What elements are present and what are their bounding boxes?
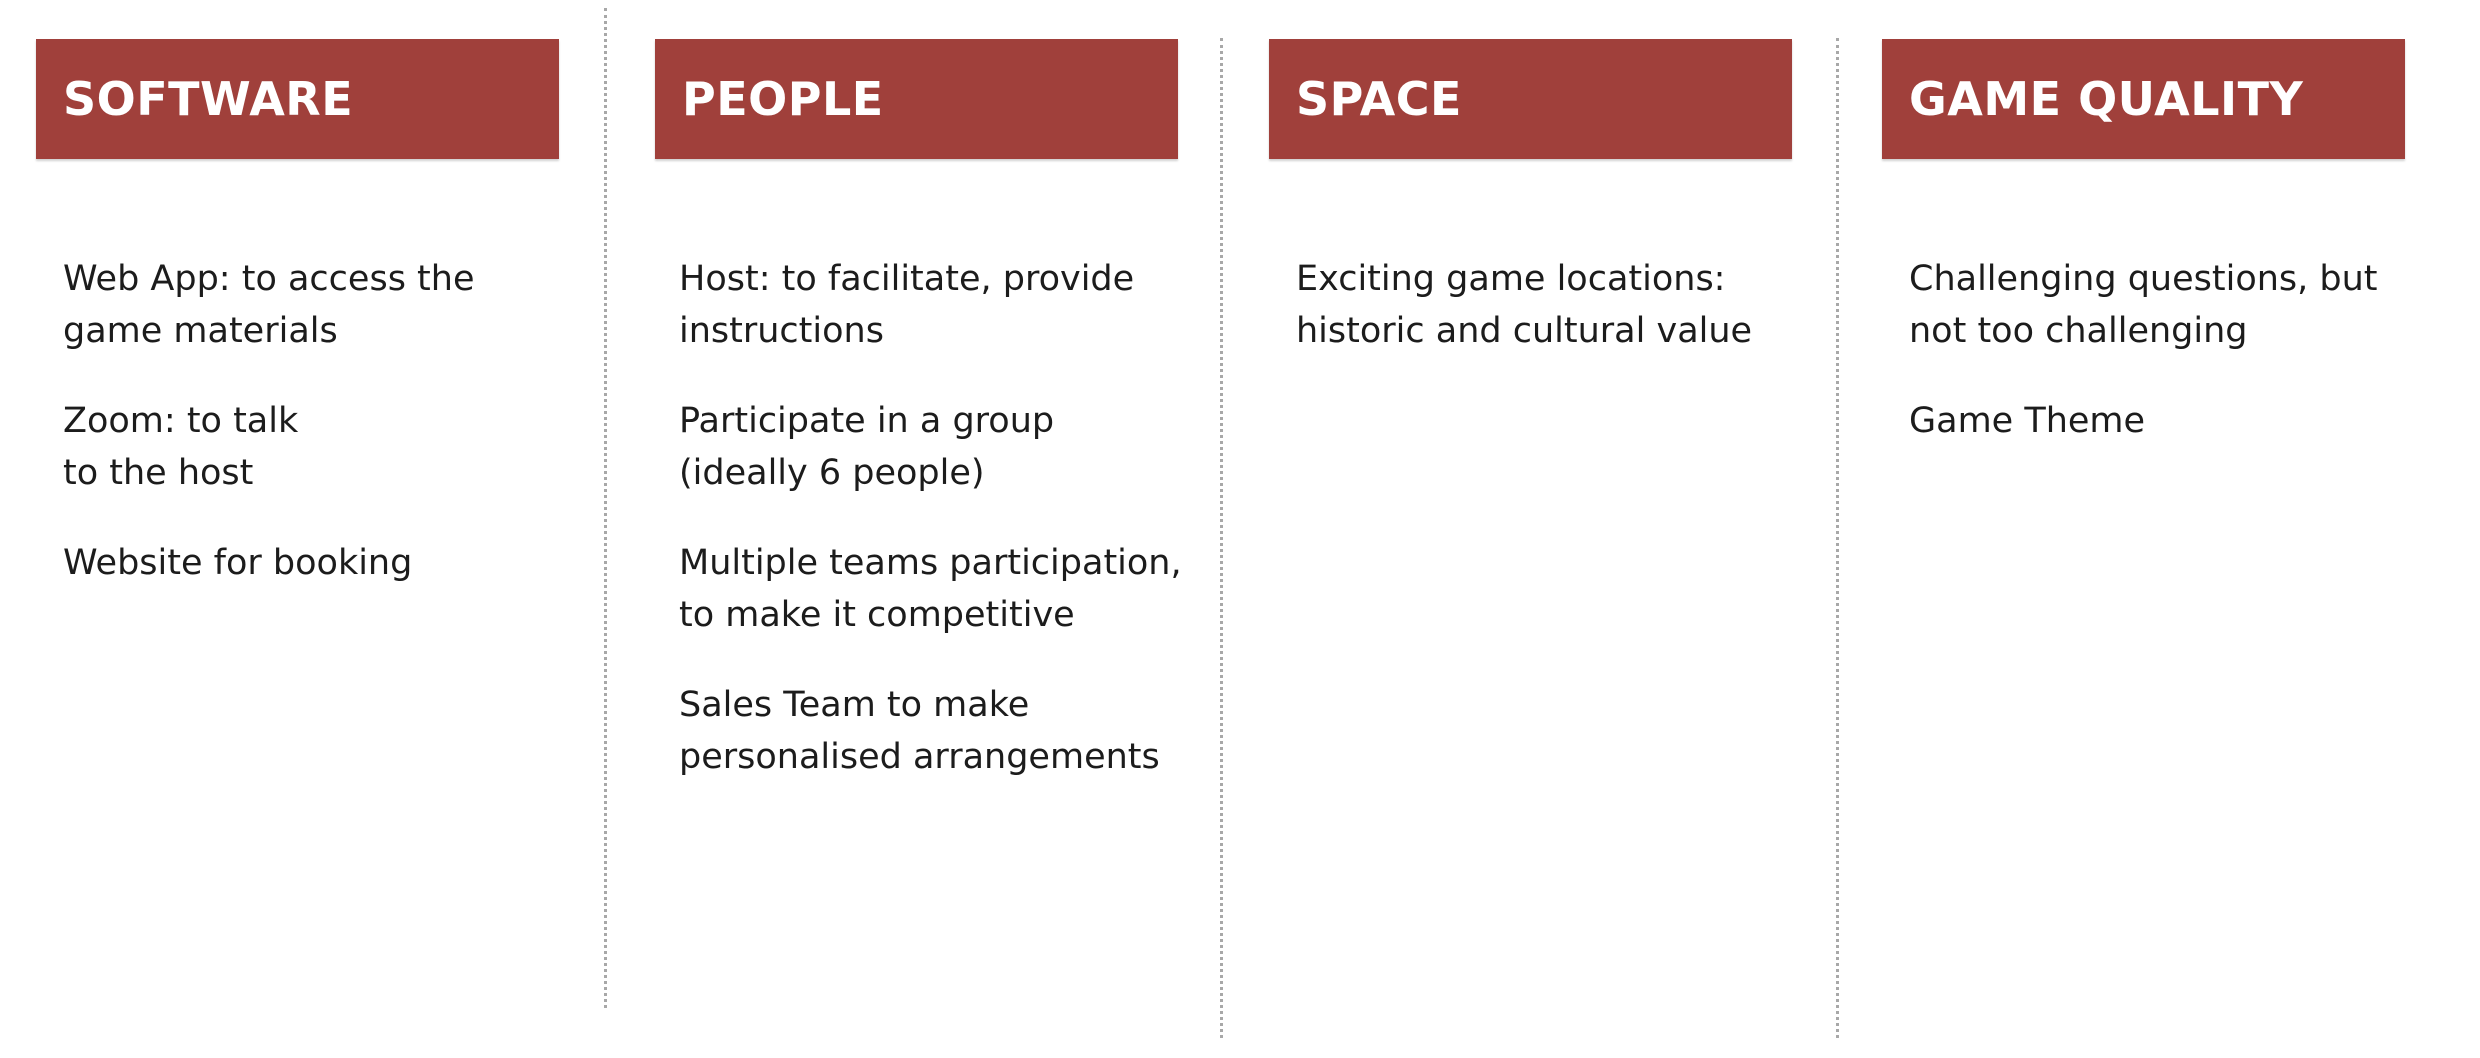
item-list: Challenging questions, but not too chall…: [1909, 253, 2419, 485]
column-space: SPACE Exciting game locations: historic …: [1269, 0, 1829, 1058]
column-software: SOFTWARE Web App: to access the game mat…: [36, 0, 596, 1058]
list-item: Host: to facilitate, provide instruction…: [679, 259, 1135, 351]
header-people: PEOPLE: [655, 39, 1178, 159]
list-item: Website for booking: [63, 543, 413, 583]
item-list: Exciting game locations: historic and cu…: [1296, 253, 1806, 395]
list-item: Zoom: to talk to the host: [63, 401, 299, 493]
list-item: Sales Team to make personalised arrangem…: [679, 685, 1160, 777]
header-space: SPACE: [1269, 39, 1792, 159]
column-game-quality: GAME QUALITY Challenging questions, but …: [1882, 0, 2442, 1058]
item-list: Host: to facilitate, provide instruction…: [679, 253, 1189, 821]
item-list: Web App: to access the game materials Zo…: [63, 253, 573, 627]
list-item: Web App: to access the game materials: [63, 259, 475, 351]
column-divider: [604, 8, 607, 1008]
list-item: Game Theme: [1909, 401, 2146, 441]
list-item: Challenging questions, but not too chall…: [1909, 259, 2378, 351]
header-game-quality: GAME QUALITY: [1882, 39, 2405, 159]
column-divider: [1836, 38, 1839, 1038]
list-item: Participate in a group (ideally 6 people…: [679, 401, 1055, 493]
list-item: Exciting game locations: historic and cu…: [1296, 259, 1753, 351]
header-software: SOFTWARE: [36, 39, 559, 159]
column-divider: [1220, 38, 1223, 1038]
header-title: PEOPLE: [682, 72, 884, 126]
header-title: GAME QUALITY: [1909, 72, 2304, 126]
column-people: PEOPLE Host: to facilitate, provide inst…: [655, 0, 1215, 1058]
header-title: SOFTWARE: [63, 72, 354, 126]
header-title: SPACE: [1296, 72, 1462, 126]
list-item: Multiple teams participation, to make it…: [679, 543, 1182, 635]
